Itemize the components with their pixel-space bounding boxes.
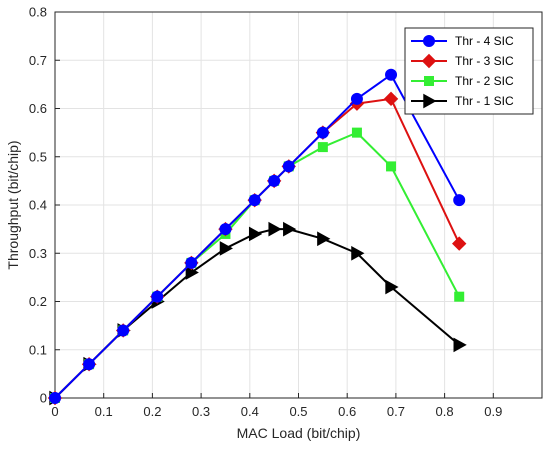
- series-thr-2-sic: [50, 127, 465, 403]
- legend-label: Thr - 2 SIC: [455, 74, 514, 88]
- legend-label: Thr - 3 SIC: [455, 54, 514, 68]
- y-axis-title: Throughput (bit/chip): [5, 140, 21, 269]
- data-point: [350, 92, 363, 105]
- series-thr-3-sic: [47, 91, 467, 406]
- data-point: [452, 236, 467, 251]
- series-thr-1-sic: [49, 221, 467, 406]
- legend-marker: [421, 53, 437, 69]
- data-point: [151, 290, 164, 303]
- data-point: [248, 226, 263, 242]
- legend-marker: [423, 35, 435, 47]
- series-line: [54, 131, 461, 399]
- data-point: [385, 68, 398, 81]
- series-line: [54, 228, 460, 399]
- legend-entry: Thr - 2 SIC: [411, 74, 514, 88]
- data-point: [49, 392, 61, 404]
- y-tick-label: 0.6: [29, 101, 47, 116]
- legend-entry: Thr - 4 SIC: [411, 34, 514, 48]
- data-point: [282, 160, 295, 173]
- y-tick-label: 0: [40, 391, 47, 406]
- data-point: [317, 231, 331, 247]
- y-tick-label: 0.8: [29, 5, 47, 20]
- data-point: [117, 324, 130, 337]
- data-point: [453, 194, 466, 207]
- legend-entry: Thr - 3 SIC: [411, 53, 514, 69]
- data-point: [317, 142, 328, 153]
- data-point: [351, 127, 362, 138]
- x-tick-label: 0.2: [143, 404, 161, 419]
- y-tick-label: 0.1: [29, 342, 47, 357]
- y-tick-label: 0.4: [29, 198, 47, 213]
- data-point: [219, 241, 233, 256]
- x-tick-label: 0.8: [436, 404, 454, 419]
- x-tick-label: 0.3: [192, 404, 210, 419]
- x-tick-label: 0: [51, 404, 58, 419]
- data-point: [219, 223, 232, 236]
- data-point: [185, 256, 198, 269]
- series-thr-4-sic: [49, 68, 466, 404]
- legend: Thr - 4 SIC Thr - 3 SIC Thr - 2 SIC Thr - 1…: [404, 27, 534, 115]
- y-tick-label: 0.2: [29, 294, 47, 309]
- legend-entry: Thr - 1 SIC: [411, 93, 514, 109]
- data-point: [248, 194, 261, 207]
- x-axis-title: MAC Load (bit/chip): [237, 425, 361, 441]
- x-tick-label: 0.7: [387, 404, 405, 419]
- data-point: [383, 91, 399, 107]
- x-tick-label: 0.1: [95, 404, 113, 419]
- y-tick-label: 0.5: [29, 149, 47, 164]
- y-tick-labels: 0 0.1 0.2 0.3 0.4 0.5 0.6 0.7 0.8: [29, 5, 47, 406]
- data-point: [316, 126, 329, 139]
- x-tick-label: 0.9: [484, 404, 502, 419]
- legend-label: Thr - 4 SIC: [455, 34, 514, 48]
- series-line: [54, 97, 461, 399]
- legend-marker: [423, 93, 437, 109]
- series-group: [47, 68, 467, 406]
- y-tick-label: 0.3: [29, 246, 47, 261]
- x-tick-labels: 0 0.1 0.2 0.3 0.4 0.5 0.6 0.7 0.8 0.9: [51, 404, 502, 419]
- data-point: [268, 221, 282, 237]
- data-point: [268, 174, 281, 187]
- plot-axes: [54, 11, 543, 399]
- y-tick-label: 0.7: [29, 53, 47, 68]
- x-tick-label: 0.6: [338, 404, 356, 419]
- data-point: [454, 291, 465, 302]
- data-point: [351, 245, 365, 261]
- data-point: [83, 358, 96, 371]
- data-point: [385, 279, 399, 295]
- data-point: [386, 161, 397, 172]
- x-tick-label: 0.5: [289, 404, 307, 419]
- data-point: [453, 337, 467, 353]
- legend-label: Thr - 1 SIC: [455, 94, 514, 108]
- data-point: [283, 221, 297, 237]
- legend-marker: [424, 76, 434, 86]
- x-tick-label: 0.4: [241, 404, 259, 419]
